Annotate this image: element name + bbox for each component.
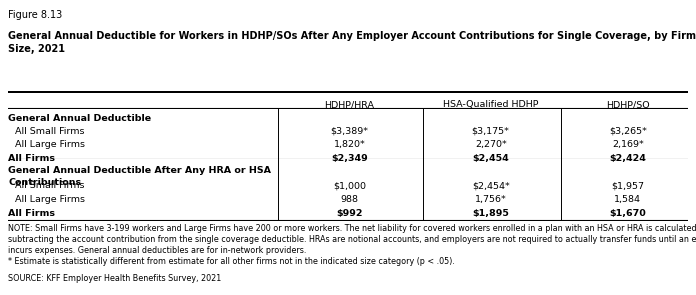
Text: $1,957: $1,957 xyxy=(611,181,644,191)
Text: $2,349: $2,349 xyxy=(331,154,367,163)
Text: $1,895: $1,895 xyxy=(473,209,509,218)
Text: $3,175*: $3,175* xyxy=(472,127,509,136)
Text: General Annual Deductible After Any HRA or HSA
Contributions: General Annual Deductible After Any HRA … xyxy=(8,166,271,187)
Text: * Estimate is statistically different from estimate for all other firms not in t: * Estimate is statistically different fr… xyxy=(8,257,455,266)
Text: $1,670: $1,670 xyxy=(610,209,646,218)
Text: HDHP/HRA: HDHP/HRA xyxy=(324,100,374,109)
Text: $2,454: $2,454 xyxy=(473,154,509,163)
Text: All Small Firms: All Small Firms xyxy=(15,181,85,191)
Text: HDHP/SO: HDHP/SO xyxy=(606,100,649,109)
Text: 2,169*: 2,169* xyxy=(612,140,644,149)
Text: All Firms: All Firms xyxy=(8,209,56,218)
Text: $3,389*: $3,389* xyxy=(331,127,368,136)
Text: $1,000: $1,000 xyxy=(333,181,366,191)
Text: NOTE: Small Firms have 3-199 workers and Large Firms have 200 or more workers. T: NOTE: Small Firms have 3-199 workers and… xyxy=(8,224,696,255)
Text: Figure 8.13: Figure 8.13 xyxy=(8,10,63,20)
Text: General Annual Deductible: General Annual Deductible xyxy=(8,114,152,123)
Text: 2,270*: 2,270* xyxy=(475,140,507,149)
Text: 1,820*: 1,820* xyxy=(333,140,365,149)
Text: $992: $992 xyxy=(336,209,363,218)
Text: All Small Firms: All Small Firms xyxy=(15,127,85,136)
Text: $3,265*: $3,265* xyxy=(609,127,647,136)
Text: $2,424: $2,424 xyxy=(610,154,646,163)
Text: 1,756*: 1,756* xyxy=(475,195,507,204)
Text: 988: 988 xyxy=(340,195,358,204)
Text: All Large Firms: All Large Firms xyxy=(15,140,86,149)
Text: All Large Firms: All Large Firms xyxy=(15,195,86,204)
Text: $2,454*: $2,454* xyxy=(472,181,509,191)
Text: HSA-Qualified HDHP: HSA-Qualified HDHP xyxy=(443,100,539,109)
Text: All Firms: All Firms xyxy=(8,154,56,163)
Text: SOURCE: KFF Employer Health Benefits Survey, 2021: SOURCE: KFF Employer Health Benefits Sur… xyxy=(8,274,221,283)
Text: General Annual Deductible for Workers in HDHP/SOs After Any Employer Account Con: General Annual Deductible for Workers in… xyxy=(8,31,696,54)
Text: 1,584: 1,584 xyxy=(615,195,641,204)
